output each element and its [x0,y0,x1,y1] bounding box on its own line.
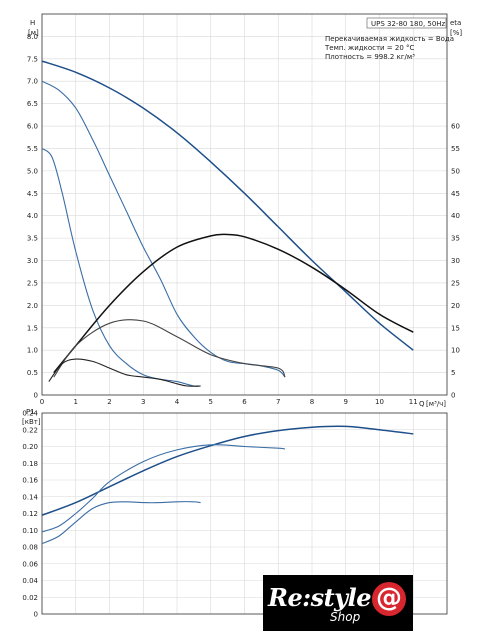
eta-tick-label: 60 [451,123,460,131]
flow-tick-label: 5 [209,398,213,406]
power-panel: 0 0.02 0.04 0.06 0.08 0.10 0.12 0.14 0.16 0.18 0.2… [22,408,448,619]
fluid-note: Перекачиваемая жидкость = Вода [325,35,454,43]
power-tick-label: 0.16 [22,477,38,485]
head-grid [41,14,447,396]
head-series [41,60,414,387]
eta-axis-unit: [%] [450,29,462,37]
p1-axis-unit: [кВт] [22,418,41,426]
flow-tick-label: 2 [107,398,111,406]
head-y-ticks: 0 0.5 1.0 1.5 2.0 2.5 3.0 3.5 4.0 4.5 5.0 5.5 6.0 6.5… [27,33,38,400]
head-tick-label: 3.0 [27,257,38,265]
temp-note: Темп. жидкости = 20 °C [324,44,415,52]
head-tick-label: 1.5 [27,324,38,332]
head-tick-label: 0.5 [27,369,38,377]
power-curve-1 [41,444,286,533]
flow-tick-label: 4 [175,398,180,406]
power-tick-label: 0.20 [22,443,38,451]
flow-tick-label: 3 [141,398,145,406]
eta-axis-label: eta [450,19,461,27]
eta-y-ticks: 0 5 10 15 20 25 30 35 40 45 50 55 60 [451,123,460,400]
power-tick-label: 0.02 [22,594,38,602]
eta-tick-label: 0 [451,392,455,400]
head-tick-label: 0 [34,392,38,400]
head-tick-label: 8.0 [27,33,38,41]
power-curve-0 [41,425,414,516]
power-plot-frame [41,412,448,615]
eta-tick-label: 25 [451,279,460,287]
eta-tick-label: 15 [451,324,460,332]
head-curve-0 [41,60,414,351]
power-curve-2 [41,501,201,545]
head-tick-label: 4.5 [27,190,38,198]
q-axis-unit: [м³/ч] [426,400,446,408]
flow-tick-label: 7 [276,398,280,406]
eta-tick-label: 40 [451,212,460,220]
p1-axis-label: P1 [26,408,35,416]
head-plot-frame [41,13,448,396]
eta-tick-label: 20 [451,302,460,310]
flow-x-ticks: 0 1 2 3 4 5 6 7 8 9 10 11 [40,398,418,406]
head-tick-label: 2.5 [27,279,38,287]
flow-tick-label: 0 [40,398,44,406]
q-axis-label: Q [419,400,425,408]
power-tick-label: 0.22 [22,426,38,434]
power-tick-label: 0.18 [22,460,38,468]
head-curve-2 [41,148,201,387]
eta-curve-5 [48,358,201,387]
head-efficiency-panel: 0 0.5 1.0 1.5 2.0 2.5 3.0 3.5 4.0 4.5 5.0 5.5 6.0 6.5… [27,13,462,408]
eta-tick-label: 45 [451,190,460,198]
info-box-frame [366,17,447,29]
head-tick-label: 7.5 [27,55,38,63]
power-y-ticks: 0 0.02 0.04 0.06 0.08 0.10 0.12 0.14 0.16 0.18 0.2… [22,410,38,619]
logo-at-icon: @ [372,582,406,616]
logo-sub-text: Shop [330,610,361,624]
power-tick-label: 0.04 [22,577,38,585]
eta-curve-4 [53,319,286,378]
head-tick-label: 6.5 [27,100,38,108]
flow-tick-label: 8 [310,398,314,406]
eta-tick-label: 55 [451,145,460,153]
power-tick-label: 0 [34,611,38,619]
flow-tick-label: 1 [74,398,78,406]
eta-tick-label: 5 [451,369,455,377]
eta-curve-3 [53,233,414,374]
head-tick-label: 3.5 [27,235,38,243]
head-tick-label: 2.0 [27,302,38,310]
power-series [41,425,414,545]
logo-main-text: Re:style [268,583,372,612]
eta-tick-label: 50 [451,167,460,175]
pump-model: UPS 32-80 180, 50Hz [371,20,446,28]
eta-tick-label: 10 [451,347,460,355]
density-note: Плотность = 998.2 кг/м³ [325,53,415,61]
flow-tick-label: 9 [344,398,348,406]
h-axis-unit: [м] [28,29,39,37]
flow-tick-label: 10 [375,398,384,406]
info-box: UPS 32-80 180, 50Hz Перекачиваемая жидко… [324,17,454,61]
power-tick-label: 0.14 [22,493,38,501]
h-axis-label: H [30,19,35,27]
power-tick-label: 0.24 [22,410,38,418]
power-tick-label: 0.12 [22,510,38,518]
power-tick-label: 0.10 [22,527,38,535]
head-tick-label: 6.0 [27,123,38,131]
power-tick-label: 0.06 [22,560,38,568]
power-tick-label: 0.08 [22,544,38,552]
eta-tick-label: 35 [451,235,460,243]
flow-tick-label: 11 [409,398,418,406]
flow-tick-label: 6 [242,398,247,406]
head-tick-label: 5.0 [27,167,38,175]
head-tick-label: 1.0 [27,347,38,355]
head-tick-label: 4.0 [27,212,38,220]
head-tick-label: 5.5 [27,145,38,153]
eta-tick-label: 30 [451,257,460,265]
head-curve-1 [41,80,286,378]
head-tick-label: 7.0 [27,78,38,86]
